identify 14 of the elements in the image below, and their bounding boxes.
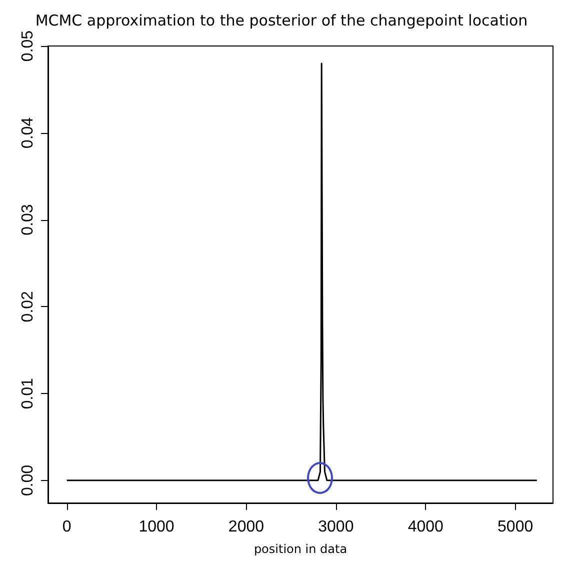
y-tick-label: 0.05 — [20, 30, 36, 62]
x-tick-label: 2000 — [228, 518, 264, 536]
y-tick-label: 0.00 — [20, 464, 36, 496]
y-tick-label: 0.03 — [20, 204, 36, 236]
x-tick-label: 0 — [62, 518, 72, 536]
chart-title: MCMC approximation to the posterior of the changepoint location — [35, 12, 528, 30]
y-tick-label: 0.04 — [20, 117, 36, 148]
x-tick-label: 3000 — [318, 518, 354, 536]
y-tick-label: 0.01 — [20, 378, 36, 410]
x-tick-label: 1000 — [138, 518, 174, 536]
x-axis-title: position in data — [254, 542, 348, 556]
y-tick-label: 0.02 — [20, 290, 36, 322]
x-tick-label: 5000 — [498, 518, 534, 536]
x-tick-label: 4000 — [408, 518, 444, 536]
